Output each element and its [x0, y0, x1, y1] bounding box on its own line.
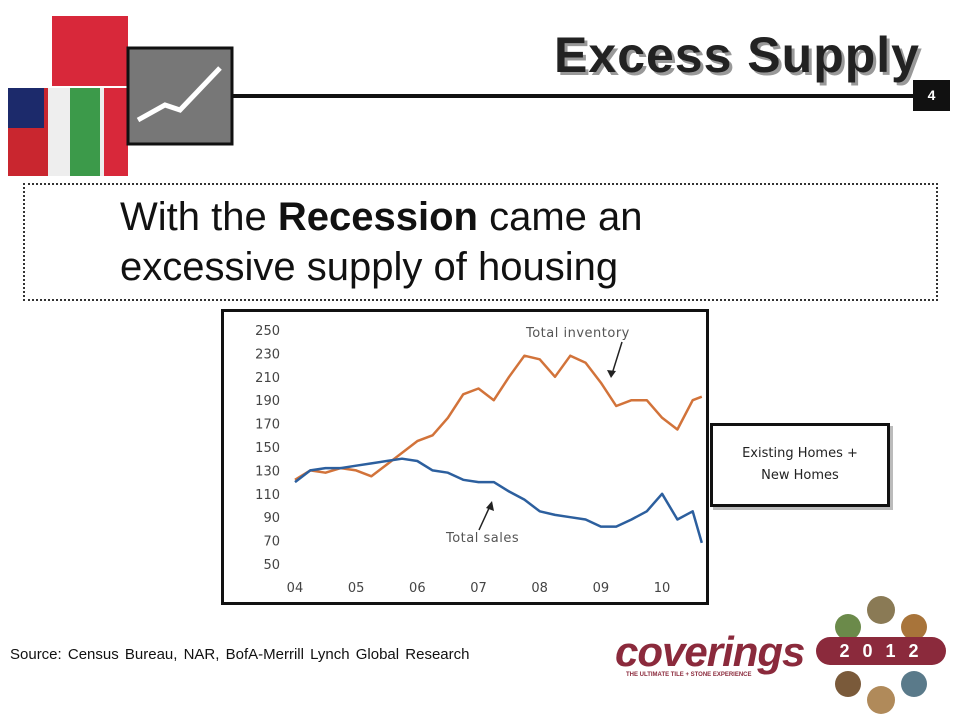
headline-bold: Recession [277, 195, 478, 239]
flag-green [70, 88, 100, 176]
y-tick-label: 190 [255, 394, 280, 409]
headline-text: With the [120, 195, 267, 239]
flag-blue [8, 88, 44, 128]
headline-box [23, 183, 938, 301]
x-tick-label: 04 [287, 581, 304, 596]
y-tick-label: 150 [255, 441, 280, 456]
annotation-arrowhead [486, 501, 494, 511]
source: Source: Census Bureau, NAR, BofA-Merrill… [10, 646, 470, 663]
slide-title: Excess Supply [554, 27, 920, 83]
headline: With the Recession came an excessive sup… [120, 192, 643, 292]
y-tick-label: 90 [263, 511, 280, 526]
mosaic [835, 596, 927, 714]
y-tick-label: 170 [255, 418, 280, 433]
x-tick-label: 05 [348, 581, 365, 596]
annotation-arrow [478, 505, 491, 531]
note-box: Existing Homes + New Homes [710, 423, 890, 507]
logo-year: 2 0 1 2 [816, 637, 946, 665]
y-tick-label: 70 [263, 535, 280, 550]
note-text: Existing Homes + New Homes [742, 443, 858, 487]
annotation: Total sales [445, 531, 519, 546]
line-series [294, 354, 703, 481]
logo: coverings [615, 628, 805, 675]
annotation-arrowhead [607, 370, 616, 378]
logo-tagline: THE ULTIMATE TILE + STONE EXPERIENCE [626, 672, 752, 678]
tile [835, 671, 861, 697]
y-tick-label: 250 [255, 324, 280, 339]
x-tick-label: 06 [409, 581, 426, 596]
y-tick-label: 110 [255, 488, 280, 503]
y-tick-label: 50 [263, 558, 280, 573]
header-images [8, 16, 234, 176]
headline-text: excessive supply of housing [120, 245, 619, 289]
x-tick-label: 09 [593, 581, 610, 596]
red-image [52, 16, 128, 86]
tile [835, 614, 861, 640]
y-tick-label: 230 [255, 347, 280, 362]
tile [867, 596, 895, 624]
x-tick-label: 07 [470, 581, 487, 596]
flag-red-2 [104, 88, 128, 176]
page-number: 4 [913, 80, 950, 111]
chart: 50 70 90 110 130 150 170 190 210 230 250 04 05 06 07 08… [255, 324, 704, 596]
line-series [294, 457, 704, 544]
title-rule [232, 94, 915, 98]
annotation-arrow [611, 341, 623, 375]
tile [901, 671, 927, 697]
chart-image [126, 46, 234, 146]
x-tick-label: 08 [531, 581, 548, 596]
annotation: Total inventory [525, 326, 630, 341]
note-line: Existing Homes + [742, 446, 858, 461]
y-tick-label: 210 [255, 371, 280, 386]
tile [867, 686, 895, 714]
headline-text: came an [489, 195, 643, 239]
note-line: New Homes [761, 468, 839, 483]
x-tick-label: 10 [654, 581, 671, 596]
arrow-image [136, 66, 222, 123]
y-tick-label: 130 [255, 464, 280, 479]
chart-frame: 50 70 90 110 130 150 170 190 210 230 250 04 05 06 07 08… [221, 309, 709, 605]
tile [901, 614, 927, 640]
